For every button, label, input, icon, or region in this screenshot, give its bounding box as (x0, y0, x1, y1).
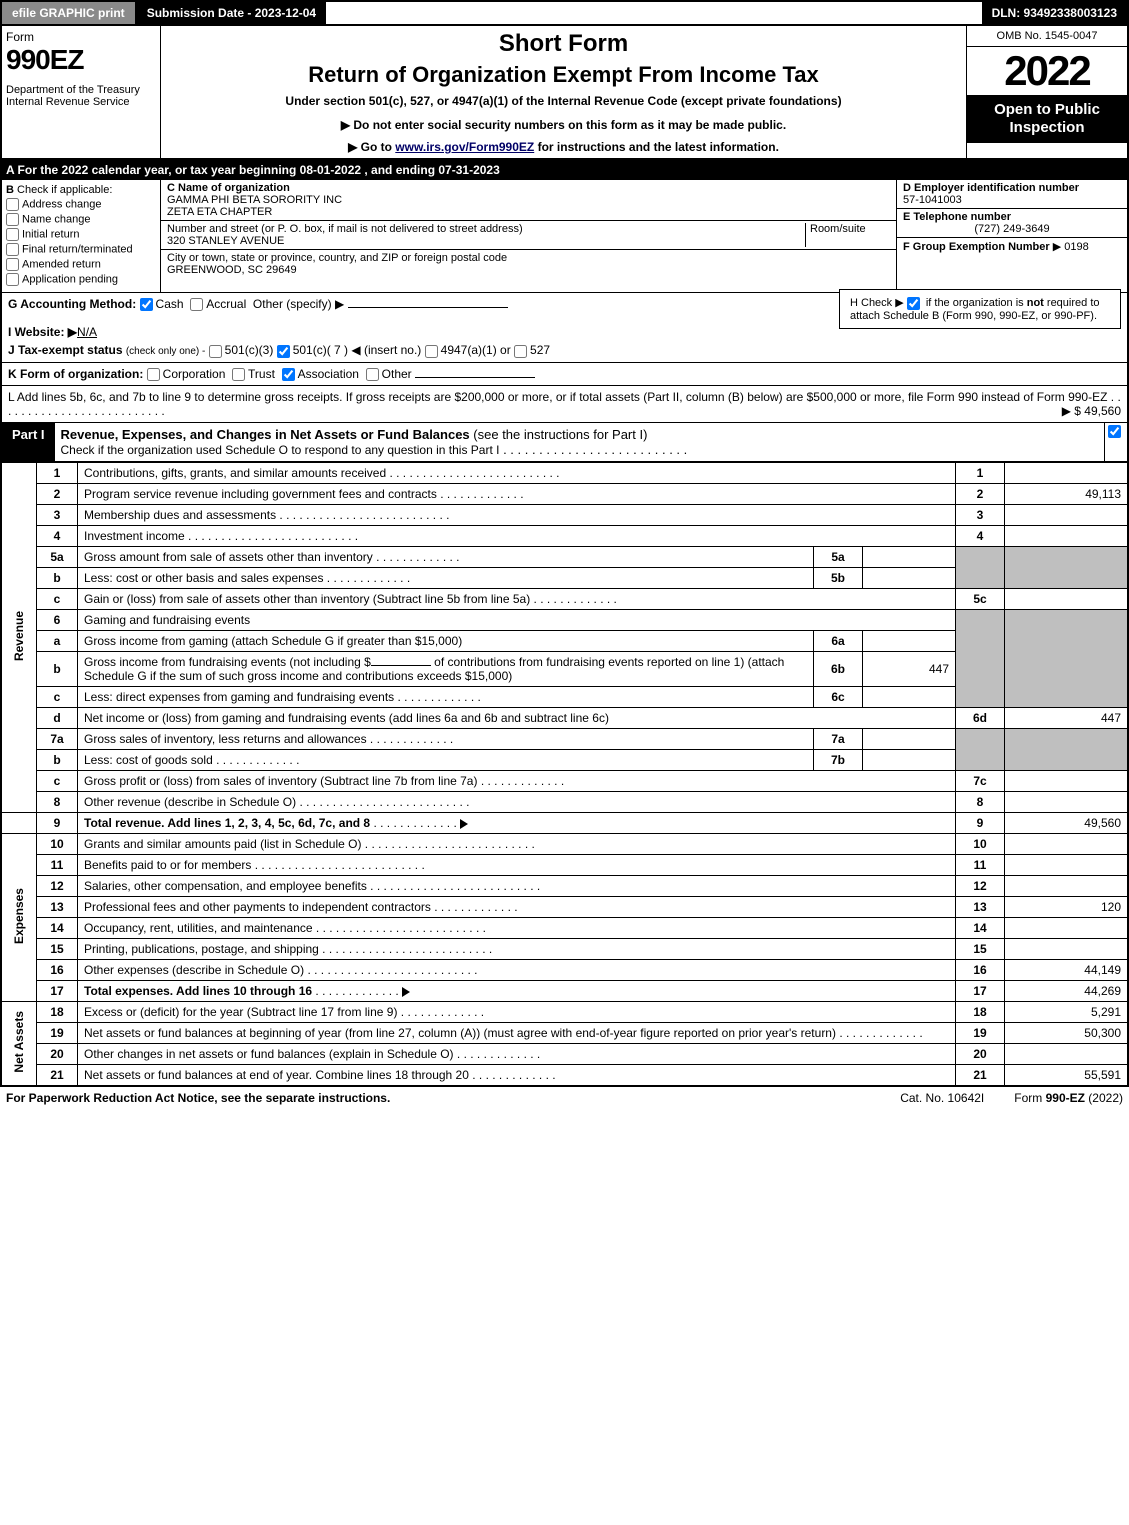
chk-amended-return[interactable]: Amended return (6, 258, 156, 271)
website-value: N/A (77, 325, 97, 339)
telephone: (727) 249-3649 (903, 223, 1121, 235)
chk-corporation[interactable] (147, 368, 160, 381)
part-i-checkbox-cell (1104, 423, 1127, 461)
submission-date: Submission Date - 2023-12-04 (137, 2, 326, 24)
tax-year: 2022 (967, 47, 1127, 95)
line-k: K Form of organization: Corporation Trus… (0, 363, 1129, 386)
org-name-1: GAMMA PHI BETA SORORITY INC (167, 194, 342, 206)
main-table: Revenue 1 Contributions, gifts, grants, … (0, 462, 1129, 1087)
amt-16: 44,149 (1005, 959, 1129, 980)
goto-pre: ▶ Go to (348, 140, 395, 154)
group-number: ▶ 0198 (1053, 241, 1089, 253)
amt-21: 55,591 (1005, 1064, 1129, 1086)
header-left: Form 990EZ Department of the Treasury In… (2, 26, 161, 158)
ssn-warning: ▶ Do not enter social security numbers o… (165, 118, 962, 132)
col-c: C Name of organization GAMMA PHI BETA SO… (161, 180, 896, 292)
under-section: Under section 501(c), 527, or 4947(a)(1)… (165, 94, 962, 108)
chk-address-change[interactable]: Address change (6, 198, 156, 211)
page-footer: For Paperwork Reduction Act Notice, see … (0, 1087, 1129, 1109)
part-i-header: Part I Revenue, Expenses, and Changes in… (0, 423, 1129, 462)
h-mid: if the organization is (926, 297, 1024, 309)
header-right: OMB No. 1545-0047 2022 Open to Public In… (966, 26, 1127, 158)
chk-trust[interactable] (232, 368, 245, 381)
amt-17: 44,269 (1005, 980, 1129, 1001)
arrow-icon (402, 987, 410, 997)
col-b: B Check if applicable: Address change Na… (2, 180, 161, 292)
col-d: D Employer identification number 57-1041… (896, 180, 1127, 292)
line-l: L Add lines 5b, 6c, and 7b to line 9 to … (0, 386, 1129, 423)
e-tel-label: E Telephone number (903, 211, 1011, 223)
lines-g-through-l: H Check ▶ if the organization is not req… (0, 293, 1129, 363)
chk-501c3[interactable] (209, 345, 222, 358)
b-check-label: Check if applicable: (17, 184, 112, 196)
c-name-label: C Name of organization (167, 182, 290, 194)
amt-9: 49,560 (1005, 812, 1129, 833)
expenses-side-label: Expenses (1, 833, 37, 1001)
short-form-title: Short Form (165, 30, 962, 58)
org-address: 320 STANLEY AVENUE (167, 235, 284, 247)
chk-initial-return[interactable]: Initial return (6, 228, 156, 241)
chk-final-return[interactable]: Final return/terminated (6, 243, 156, 256)
chk-501c[interactable] (277, 345, 290, 358)
chk-application-pending[interactable]: Application pending (6, 273, 156, 286)
goto-post: for instructions and the latest informat… (538, 140, 779, 154)
org-city: GREENWOOD, SC 29649 (167, 264, 297, 276)
dln: DLN: 93492338003123 (982, 2, 1127, 24)
room-suite-label: Room/suite (810, 223, 866, 235)
amt-13: 120 (1005, 896, 1129, 917)
irs-link[interactable]: www.irs.gov/Form990EZ (395, 140, 534, 154)
paperwork-notice: For Paperwork Reduction Act Notice, see … (6, 1091, 870, 1105)
h-not: not (1027, 297, 1044, 309)
f-group-label: F Group Exemption Number (903, 241, 1050, 253)
b-label: B (6, 184, 14, 196)
header-mid: Short Form Return of Organization Exempt… (161, 26, 966, 158)
chk-schedule-b-not-required[interactable] (907, 297, 920, 310)
form-ref: Form 990-EZ (2022) (1014, 1091, 1123, 1105)
department: Department of the Treasury Internal Reve… (6, 84, 156, 108)
chk-527[interactable] (514, 345, 527, 358)
amt-1 (1005, 462, 1129, 483)
amt-6b: 447 (863, 651, 956, 686)
chk-association[interactable] (282, 368, 295, 381)
arrow-icon (460, 819, 468, 829)
amt-6d: 447 (1005, 707, 1129, 728)
h-pre: H Check ▶ (850, 297, 904, 309)
amt-18: 5,291 (1005, 1001, 1129, 1022)
section-bcd: B Check if applicable: Address change Na… (0, 180, 1129, 293)
form-label: Form (6, 30, 156, 44)
chk-schedule-o[interactable] (1108, 425, 1121, 438)
top-bar: efile GRAPHIC print Submission Date - 20… (0, 0, 1129, 26)
org-name-2: ZETA ETA CHAPTER (167, 206, 272, 218)
revenue-side-label: Revenue (1, 462, 37, 812)
ein-value: 57-1041003 (903, 194, 962, 206)
efile-print-button[interactable]: efile GRAPHIC print (2, 2, 137, 24)
line-j: J Tax-exempt status (check only one) - 5… (8, 343, 1121, 357)
open-inspection: Open to Public Inspection (967, 95, 1127, 143)
chk-4947a1[interactable] (425, 345, 438, 358)
chk-cash[interactable] (140, 298, 153, 311)
netassets-side-label: Net Assets (1, 1001, 37, 1086)
form-number: 990EZ (6, 44, 156, 76)
d-ein-label: D Employer identification number (903, 182, 1079, 194)
goto-line: ▶ Go to www.irs.gov/Form990EZ for instru… (165, 140, 962, 154)
amt-2: 49,113 (1005, 483, 1129, 504)
c-city-label: City or town, state or province, country… (167, 252, 507, 264)
c-addr-label: Number and street (or P. O. box, if mail… (167, 223, 523, 235)
chk-name-change[interactable]: Name change (6, 213, 156, 226)
form-header: Form 990EZ Department of the Treasury In… (0, 26, 1129, 160)
return-title: Return of Organization Exempt From Incom… (165, 62, 962, 88)
line-l-amount: ▶ $ 49,560 (1062, 404, 1121, 418)
chk-accrual[interactable] (190, 298, 203, 311)
omb-number: OMB No. 1545-0047 (967, 26, 1127, 47)
line-h-box: H Check ▶ if the organization is not req… (839, 289, 1121, 329)
part-i-title: Revenue, Expenses, and Changes in Net As… (55, 423, 1104, 461)
amt-19: 50,300 (1005, 1022, 1129, 1043)
cat-no: Cat. No. 10642I (900, 1091, 984, 1105)
ln-1: 1 (37, 462, 78, 483)
part-i-tag: Part I (2, 423, 55, 461)
line-a: A For the 2022 calendar year, or tax yea… (0, 160, 1129, 180)
chk-other-org[interactable] (366, 368, 379, 381)
